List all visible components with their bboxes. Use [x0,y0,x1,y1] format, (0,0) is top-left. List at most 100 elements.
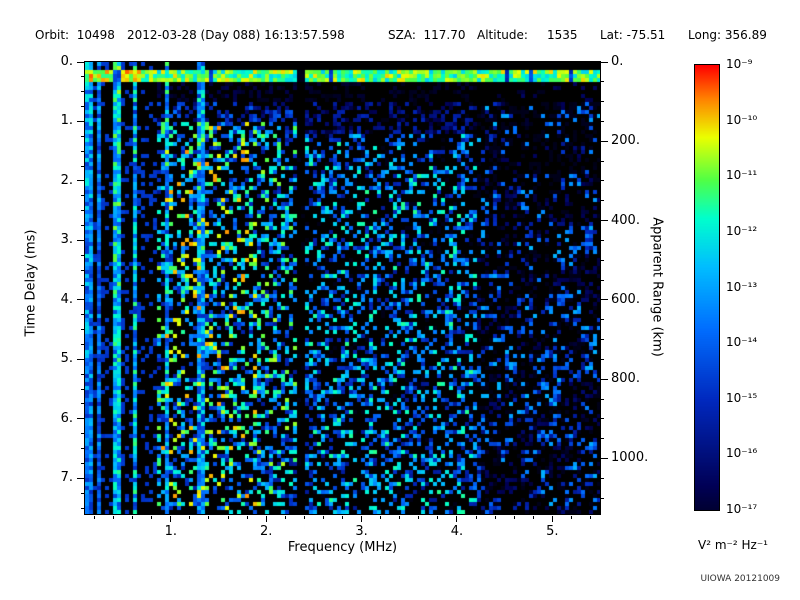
x-minor-tick-mark [132,516,134,519]
y-minor-tick-mark [81,165,84,167]
x-tick-label: 4. [450,524,464,539]
y2-minor-tick-mark [601,477,604,479]
colorbar-tick-label: 10⁻¹⁰ [726,112,758,127]
x-minor-tick-mark [437,516,439,519]
y-minor-tick-mark [81,373,84,375]
y-tick-label: 6. [60,410,73,426]
y2-tick-mark [601,378,608,380]
y-tick-mark [77,358,84,360]
colorbar-tick-label: 10⁻¹² [726,223,758,238]
colorbar-tick-label: 10⁻¹⁴ [726,335,758,350]
x-minor-tick-mark [532,516,534,519]
x-minor-tick-mark [113,516,115,519]
colorbar-tick-label: 10⁻¹⁷ [726,502,758,516]
y-tick-label: 5. [60,351,73,367]
y2-tick-mark [601,457,608,459]
y-minor-tick-mark [81,314,84,316]
y-tick-label: 1. [60,113,73,129]
colorbar-frame [694,64,720,511]
y-minor-tick-mark [81,448,84,450]
y2-tick-mark [601,220,608,222]
x-tick-label: 5. [546,524,559,539]
y2-minor-tick-mark [601,259,604,261]
y-minor-tick-mark [81,462,84,464]
y-minor-tick-mark [81,344,84,345]
y2-minor-tick-mark [601,339,604,341]
x-minor-tick-mark [151,516,153,519]
y-minor-tick-mark [81,195,84,197]
y-minor-tick-mark [81,403,84,405]
y-axis-label: Time Delay (ms) [23,229,39,337]
y-minor-tick-mark [81,210,84,212]
y2-tick-mark [601,299,608,301]
colorbar-tick-label: 10⁻¹⁶ [726,446,758,461]
y-minor-tick-mark [81,492,84,494]
x-minor-tick-mark [342,516,343,519]
y2-tick-label: 600. [611,291,640,307]
lat-label: Lat: -75.51 [600,28,666,42]
y-tick-mark [77,418,84,420]
y-minor-tick-mark [81,269,84,271]
orbit-label: Orbit: 10498 [35,28,115,42]
y2-minor-tick-mark [601,160,604,162]
y2-minor-tick-mark [601,239,604,241]
y-tick-label: 0. [60,54,73,69]
x-minor-tick-mark [570,516,572,519]
long-label: Long: 356.89 [688,28,767,42]
x-tick-mark [551,516,553,522]
y-minor-tick-mark [81,135,84,137]
y2-minor-tick-mark [601,438,604,440]
colorbar-tick-label: 10⁻⁹ [726,57,753,71]
y2-minor-tick-mark [601,120,604,122]
y2-minor-tick-mark [601,200,604,202]
y-tick-mark [77,61,84,63]
x-tick-mark [456,516,458,522]
x-minor-tick-mark [589,516,591,519]
y-tick-mark [77,180,84,182]
y-minor-tick-mark [81,106,84,108]
x-minor-tick-mark [303,516,305,519]
y-tick-label: 7. [60,470,73,486]
x-tick-mark [170,516,172,522]
datetime-label: 2012-03-28 (Day 088) 16:13:57.598 [127,28,345,42]
x-minor-tick-mark [322,516,324,519]
x-minor-tick-mark [284,516,286,519]
x-axis-label: Frequency (MHz) [287,540,398,555]
x-minor-tick-mark [399,516,401,519]
y2-minor-tick-mark [601,398,604,400]
y-minor-tick-mark [81,254,84,256]
y-tick-label: 4. [60,291,73,307]
y-tick-mark [77,239,84,241]
sza-label: SZA: 117.70 [388,28,466,42]
x-minor-tick-mark [208,516,210,519]
y2-tick-label: 200. [611,133,640,149]
x-tick-mark [361,516,363,522]
colorbar-units-label: V² m⁻² Hz⁻¹ [698,538,768,552]
x-tick-label: 2. [260,524,273,539]
y2-tick-label: 400. [611,212,640,228]
colorbar-tick-label: 10⁻¹³ [726,279,758,294]
y2-minor-tick-mark [601,497,604,499]
y-minor-tick-mark [81,388,84,390]
y-minor-tick-mark [81,433,84,435]
x-tick-mark [265,516,267,522]
y-tick-mark [77,299,84,301]
y-tick-label: 3. [60,232,73,248]
credit-label: UIOWA 20121009 [700,574,780,584]
y-minor-tick-mark [81,76,84,78]
y-tick-mark [77,120,84,122]
x-tick-label: 3. [355,524,368,539]
x-minor-tick-mark [418,516,420,519]
x-minor-tick-mark [246,516,248,519]
x-minor-tick-mark [380,516,382,519]
y-minor-tick-mark [81,225,84,227]
colorbar-tick-label: 10⁻¹⁵ [726,390,758,405]
colorbar-canvas [695,65,719,510]
y2-tick-mark [601,140,608,142]
y-minor-tick-mark [81,507,84,509]
x-minor-tick-mark [475,516,477,519]
x-minor-tick-mark [94,516,96,519]
y2-minor-tick-mark [601,81,604,83]
y2-tick-mark [601,61,608,63]
